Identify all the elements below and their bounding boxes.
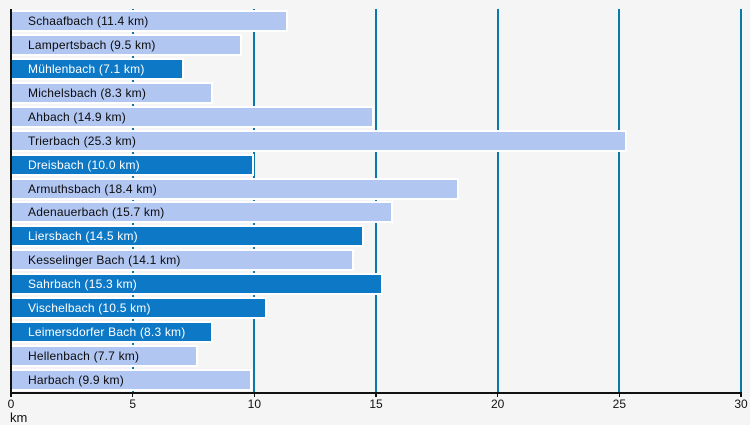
bar-label: Sahrbach (15.3 km) — [28, 277, 137, 292]
bar-label: Leimersdorfer Bach (8.3 km) — [28, 325, 186, 340]
bar: Vischelbach (10.5 km) — [11, 297, 267, 320]
x-tick-label: 5 — [129, 397, 136, 411]
x-tick-label: 15 — [369, 397, 383, 411]
bar-label: Adenauerbach (15.7 km) — [28, 205, 165, 220]
bar: Hellenbach (7.7 km) — [11, 345, 199, 368]
bar-row: Harbach (9.9 km) — [11, 368, 741, 392]
x-tick — [618, 393, 621, 397]
gridline — [253, 9, 256, 392]
bar-row: Michelsbach (8.3 km) — [11, 81, 741, 105]
bar-row: Hellenbach (7.7 km) — [11, 344, 741, 368]
bar-label: Liersbach (14.5 km) — [28, 229, 138, 244]
bar-row: Vischelbach (10.5 km) — [11, 296, 741, 320]
bar-label: Vischelbach (10.5 km) — [28, 301, 151, 316]
bar: Armuthsbach (18.4 km) — [11, 177, 459, 200]
bar: Adenauerbach (15.7 km) — [11, 201, 394, 224]
x-tick-label: 10 — [247, 397, 262, 411]
x-tick-label: 20 — [490, 397, 505, 411]
bar: Dreisbach (10.0 km) — [11, 153, 255, 176]
bar-row: Armuthsbach (18.4 km) — [11, 177, 741, 201]
bar-label: Mühlenbach (7.1 km) — [28, 61, 145, 76]
bar: Mühlenbach (7.1 km) — [11, 57, 184, 80]
bar-label: Michelsbach (8.3 km) — [28, 85, 147, 100]
bar-label: Hellenbach (7.7 km) — [28, 349, 140, 364]
bar-label: Harbach (9.9 km) — [28, 373, 124, 388]
y-axis-line — [10, 9, 12, 397]
bar-label: Dreisbach (10.0 km) — [28, 157, 140, 172]
x-tick — [740, 393, 742, 397]
bar-row: Ahbach (14.9 km) — [11, 105, 741, 129]
bar-row: Trierbach (25.3 km) — [11, 129, 741, 153]
x-tick — [10, 393, 12, 397]
x-axis-line — [10, 392, 742, 394]
bar-row: Leimersdorfer Bach (8.3 km) — [11, 320, 741, 344]
bar: Harbach (9.9 km) — [11, 369, 252, 392]
bars-container: Schaafbach (11.4 km) Lampertsbach (9.5 k… — [11, 9, 741, 392]
bar-row: Schaafbach (11.4 km) — [11, 9, 741, 33]
bar: Lampertsbach (9.5 km) — [11, 33, 243, 56]
x-tick — [375, 393, 377, 397]
bar-row: Adenauerbach (15.7 km) — [11, 201, 741, 225]
bar: Sahrbach (15.3 km) — [11, 273, 384, 296]
plot-area: Schaafbach (11.4 km) Lampertsbach (9.5 k… — [11, 9, 742, 392]
x-tick — [253, 393, 256, 397]
bar: Kesselinger Bach (14.1 km) — [11, 249, 355, 272]
x-tick-label: 30 — [734, 397, 748, 411]
x-tick-label: 0 — [7, 397, 15, 411]
gridline — [375, 9, 377, 392]
gridline — [131, 9, 134, 392]
bar-label: Kesselinger Bach (14.1 km) — [28, 253, 181, 268]
bar-row: Kesselinger Bach (14.1 km) — [11, 248, 741, 272]
bar: Leimersdorfer Bach (8.3 km) — [11, 321, 213, 344]
x-tick-label: 25 — [612, 397, 627, 411]
bar-row: Lampertsbach (9.5 km) — [11, 33, 741, 57]
bar: Ahbach (14.9 km) — [11, 105, 374, 128]
bar-row: Liersbach (14.5 km) — [11, 224, 741, 248]
x-tick — [131, 393, 134, 397]
bar-label: Armuthsbach (18.4 km) — [28, 181, 157, 196]
bar: Schaafbach (11.4 km) — [11, 9, 289, 32]
bar-row: Mühlenbach (7.1 km) — [11, 57, 741, 81]
x-axis-unit-label: km — [10, 410, 28, 425]
gridline — [496, 9, 499, 392]
bar-row: Sahrbach (15.3 km) — [11, 272, 741, 296]
bar: Trierbach (25.3 km) — [11, 129, 627, 152]
bar: Liersbach (14.5 km) — [11, 225, 364, 248]
bar-row: Dreisbach (10.0 km) — [11, 153, 741, 177]
gridline — [618, 9, 621, 392]
bar-label: Lampertsbach (9.5 km) — [28, 37, 156, 52]
bar-label: Schaafbach (11.4 km) — [28, 13, 149, 28]
bar-label: Trierbach (25.3 km) — [28, 133, 137, 148]
bar: Michelsbach (8.3 km) — [11, 81, 213, 104]
bar-label: Ahbach (14.9 km) — [28, 109, 126, 124]
gridline — [740, 9, 742, 392]
x-tick — [496, 393, 499, 397]
